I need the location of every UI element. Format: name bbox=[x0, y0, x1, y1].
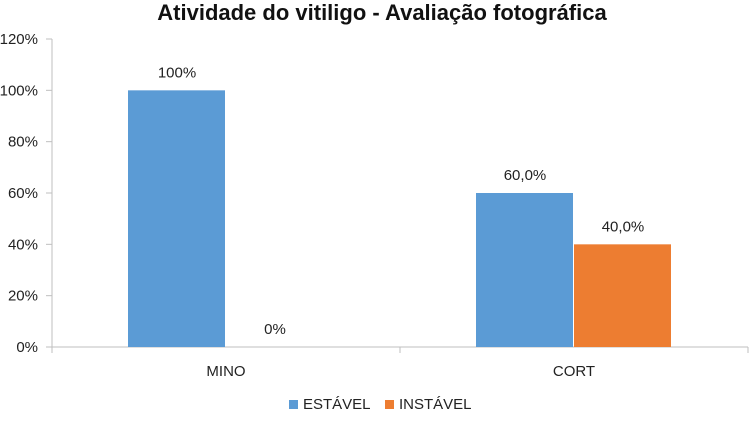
bar bbox=[574, 244, 671, 347]
bars bbox=[128, 90, 671, 347]
y-tick-label: 0% bbox=[16, 339, 38, 356]
data-label: 40,0% bbox=[602, 218, 645, 235]
y-tick-label: 60% bbox=[8, 185, 38, 202]
data-label: 100% bbox=[158, 64, 196, 81]
x-category-label: MINO bbox=[206, 363, 245, 380]
legend-label: INSTÁVEL bbox=[399, 396, 472, 413]
legend-swatch bbox=[385, 400, 394, 409]
y-tick-label: 40% bbox=[8, 236, 38, 253]
data-label: 0% bbox=[264, 321, 286, 338]
chart-title: Atividade do vitiligo - Avaliação fotogr… bbox=[157, 0, 607, 25]
bar bbox=[128, 90, 225, 347]
legend-swatch bbox=[289, 400, 298, 409]
y-tick-label: 20% bbox=[8, 288, 38, 305]
bar bbox=[476, 193, 573, 347]
legend: ESTÁVEL INSTÁVEL bbox=[289, 396, 472, 413]
y-tick-label: 100% bbox=[0, 82, 38, 99]
data-labels: 100% 60,0% 0% 40,0% bbox=[158, 64, 644, 338]
y-tick-label: 120% bbox=[0, 31, 38, 48]
x-category-label: CORT bbox=[553, 363, 595, 380]
legend-label: ESTÁVEL bbox=[303, 396, 371, 413]
y-tick-label: 80% bbox=[8, 134, 38, 151]
data-label: 60,0% bbox=[504, 167, 547, 184]
